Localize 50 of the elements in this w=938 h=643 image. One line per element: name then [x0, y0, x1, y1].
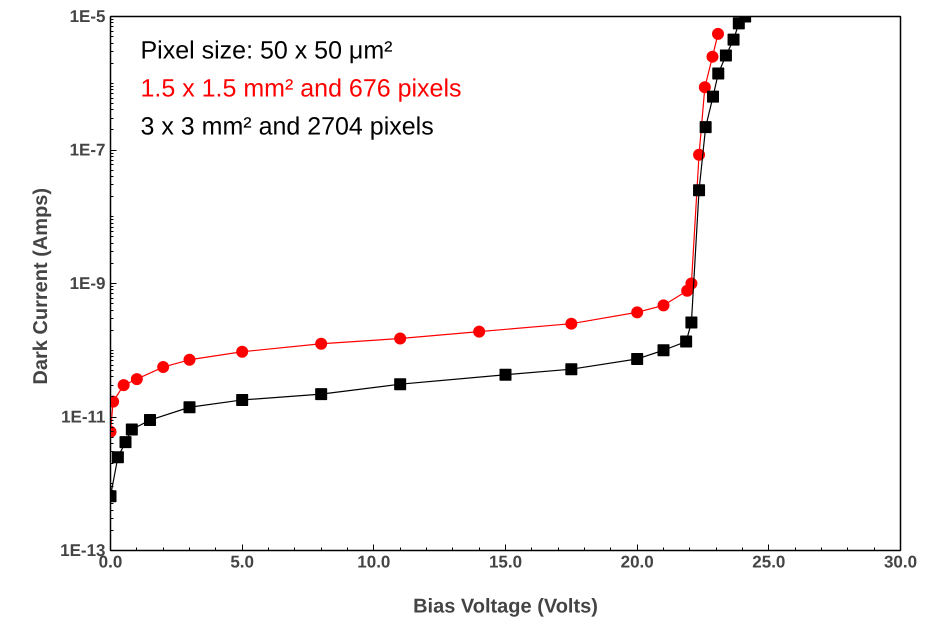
point — [500, 368, 512, 381]
point — [184, 354, 196, 366]
point — [707, 90, 720, 103]
point — [565, 363, 578, 376]
y-tick-label: 1E-9 — [70, 274, 106, 293]
x-tick-label: 20.0 — [620, 552, 654, 572]
y-axis-title: Dark Current (Amps) — [30, 188, 52, 385]
point — [157, 361, 170, 374]
annotation: Pixel size: 50 x 50 μm² — [140, 36, 392, 64]
point — [728, 34, 740, 46]
x-tick-label: 10.0 — [357, 552, 390, 572]
point — [315, 338, 328, 350]
point — [720, 50, 732, 62]
point — [126, 423, 138, 436]
point — [685, 316, 698, 329]
point — [693, 184, 706, 196]
point — [120, 436, 132, 448]
point — [565, 318, 578, 330]
point — [130, 373, 143, 386]
x-tick-label: 25.0 — [752, 552, 786, 572]
x-tick-label: 30.0 — [884, 552, 918, 572]
point — [631, 306, 644, 318]
x-axis-title: Bias Voltage (Volts) — [413, 596, 598, 618]
point — [658, 299, 670, 312]
text: 3 x 3 mm² and 2704 pixels — [140, 112, 434, 140]
point — [698, 81, 711, 94]
point — [631, 352, 644, 365]
point — [700, 121, 712, 134]
point — [658, 344, 670, 356]
point — [693, 148, 706, 161]
point — [394, 378, 406, 390]
point — [712, 67, 724, 80]
point — [184, 401, 196, 414]
y-tick-label: 1E-11 — [61, 408, 106, 426]
y-tick-label: 1E-5 — [70, 7, 106, 26]
text: 1.5 x 1.5 mm² and 676 pixels — [140, 74, 462, 102]
x-tick-label: 15.0 — [488, 552, 522, 572]
point — [712, 28, 724, 40]
x-tick-label: 5.0 — [230, 552, 254, 572]
point — [112, 451, 124, 464]
point — [706, 50, 718, 63]
point — [473, 326, 486, 338]
point — [236, 394, 248, 406]
point — [680, 336, 692, 348]
point — [394, 332, 406, 344]
point — [118, 379, 130, 392]
point — [236, 346, 248, 358]
point — [144, 414, 156, 426]
point — [315, 388, 328, 400]
y-tick-label: 1E-7 — [70, 140, 106, 160]
